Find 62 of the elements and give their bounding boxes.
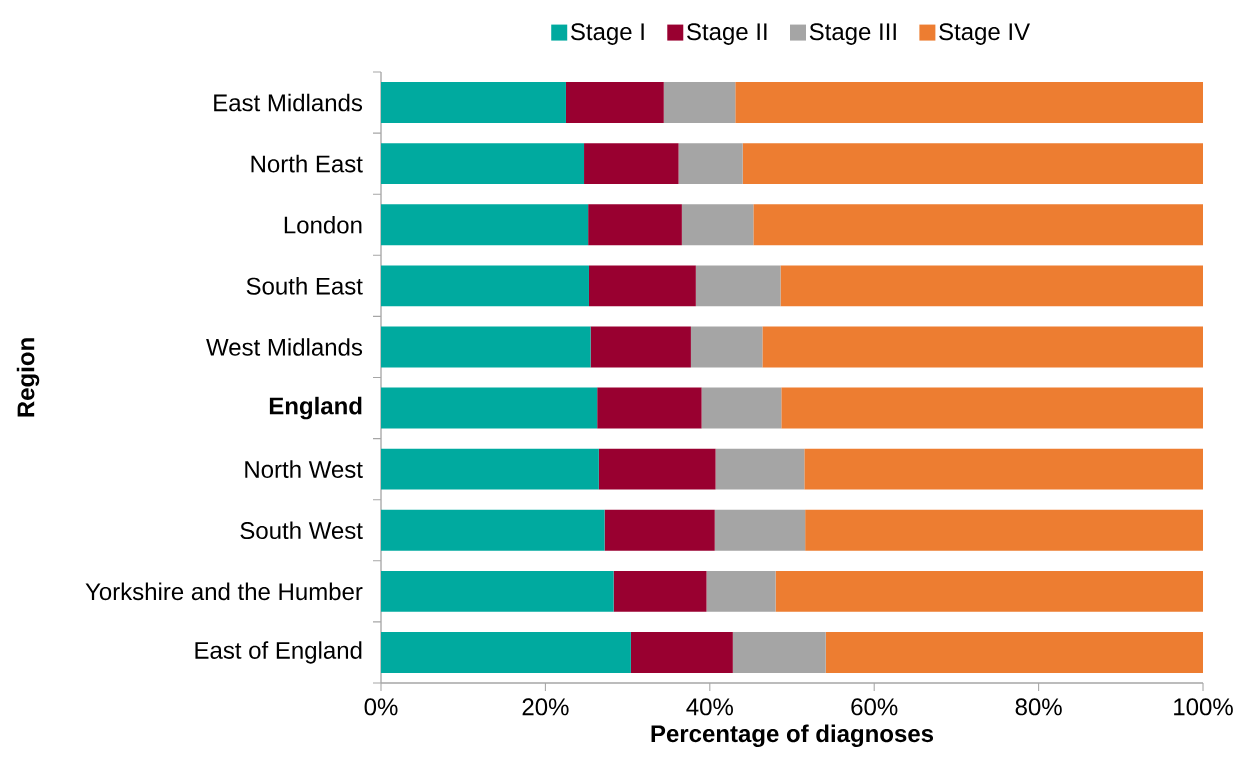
bar — [381, 204, 589, 246]
bar — [681, 204, 754, 246]
bar — [630, 631, 733, 673]
x-tick-label: 20% — [522, 698, 569, 716]
y-tick-label: West Midlands — [206, 338, 363, 356]
bar — [588, 265, 696, 307]
bar — [804, 448, 1204, 490]
bar — [381, 448, 599, 490]
bar — [584, 143, 679, 185]
y-tick-label: East Midlands — [214, 93, 363, 112]
bar — [775, 570, 1204, 612]
bar — [565, 82, 664, 124]
bar — [825, 631, 1204, 673]
bar — [701, 387, 782, 429]
y-tick-label: East of England — [195, 641, 362, 664]
bar — [714, 509, 806, 551]
bar — [695, 265, 781, 307]
bar — [381, 631, 631, 673]
bar — [613, 570, 707, 612]
y-tick-label: Yorkshire and the Humber — [85, 582, 363, 601]
y-axis-title: Region — [16, 338, 40, 417]
bar — [732, 631, 826, 673]
bar — [381, 570, 614, 612]
bar — [715, 448, 805, 490]
x-tick-label: 40% — [686, 698, 733, 716]
bar — [381, 509, 605, 551]
bar — [590, 326, 691, 368]
legend-label: Stage I — [570, 23, 644, 45]
bar — [381, 82, 566, 124]
bar — [663, 82, 736, 124]
bar — [678, 143, 743, 185]
y-tick-label: South West — [240, 521, 363, 540]
bar — [588, 204, 682, 246]
x-tick-label: 0% — [364, 698, 398, 716]
x-tick-label: 80% — [1015, 698, 1062, 716]
bar — [597, 387, 702, 429]
x-tick-label: 60% — [851, 698, 898, 716]
bar — [781, 387, 1204, 429]
bar — [780, 265, 1204, 307]
y-tick-label: London — [284, 215, 362, 234]
bar — [706, 570, 776, 612]
bar — [604, 509, 715, 551]
bar — [805, 509, 1204, 551]
legend-label: Stage IV — [939, 23, 1030, 45]
bar — [690, 326, 763, 368]
legend-label: Stage II — [687, 23, 767, 45]
y-tick-label: North East — [251, 154, 363, 173]
y-tick-label: North West — [245, 460, 363, 478]
legend-label: Stage III — [809, 23, 896, 45]
bar — [742, 143, 1204, 185]
y-tick-label: South East — [246, 277, 363, 295]
x-axis-title: Percentage of diagnoses — [651, 724, 934, 747]
bar — [735, 82, 1204, 124]
bar — [381, 387, 598, 429]
bar — [381, 143, 585, 185]
y-tick-label: England — [269, 396, 362, 420]
bar — [381, 326, 591, 368]
bar — [598, 448, 716, 490]
bar — [381, 265, 589, 307]
bar — [753, 204, 1204, 246]
x-tick-label: 100% — [1174, 698, 1233, 716]
bar — [762, 326, 1204, 368]
